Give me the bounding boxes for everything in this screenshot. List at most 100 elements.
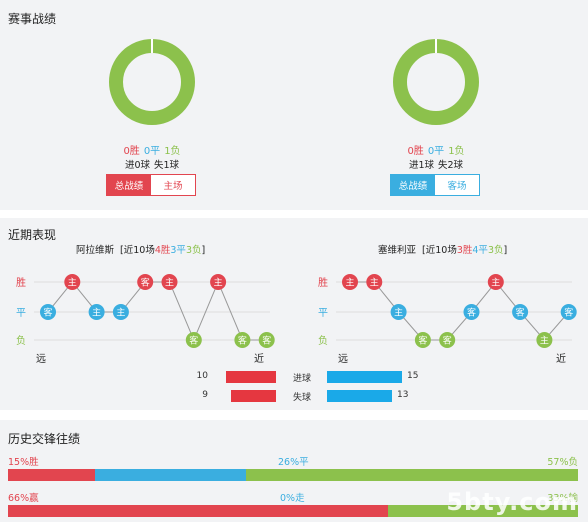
away-goals-bar xyxy=(327,371,402,383)
home-form-header: 阿拉维斯 [近10场4胜3平3负] xyxy=(76,242,205,256)
history-cover-pct: 66%赢 xyxy=(8,493,39,504)
home-form-point xyxy=(112,304,129,320)
home-draw-count: 0平 xyxy=(143,146,161,157)
away-tab-venue[interactable]: 客场 xyxy=(435,175,479,195)
record-section: 赛事战绩 0胜 0平 1负 进0球 失1球 总战绩 主场 0胜 0平 1负 进1球 失2球 … xyxy=(0,0,588,210)
history-section: 历史交锋往绩 15%胜 26%平 57%负 66%赢 0%走 33%输 5bty… xyxy=(0,420,588,522)
home-form-point xyxy=(210,274,227,290)
goals-label: 进球 xyxy=(292,374,311,384)
home-form-point-venue: 客 xyxy=(238,335,247,347)
away-form-prefix: [近10场 xyxy=(422,245,457,256)
conceded-label: 失球 xyxy=(292,393,311,403)
away-form-point xyxy=(463,304,480,320)
history-win-segment xyxy=(8,469,96,481)
home-conceded-value: 9 xyxy=(202,390,208,400)
history-result-labels: 15%胜 26%平 57%负 xyxy=(8,454,578,468)
away-row-label-d: 平 xyxy=(318,308,328,319)
away-goals-against: 失2球 xyxy=(438,160,464,171)
history-fail-pct: 33%输 xyxy=(547,493,578,504)
away-goals-for: 进1球 xyxy=(408,160,434,171)
away-form-point-venue: 客 xyxy=(418,335,427,347)
home-form-wins: 4胜 xyxy=(154,245,171,256)
goals-stat-row: 10 进球 15 xyxy=(190,370,420,384)
away-form-line xyxy=(350,281,570,341)
away-conceded-value: 13 xyxy=(397,390,409,400)
away-record-tabs: 总战绩 客场 xyxy=(390,174,480,196)
away-team-name: 塞维利亚 xyxy=(378,245,417,256)
home-goals: 进0球 失1球 xyxy=(82,157,222,171)
history-handicap-bar xyxy=(8,505,578,517)
history-fail-segment xyxy=(388,505,578,517)
home-axis-far: 远 xyxy=(36,353,46,365)
away-form-point-venue: 客 xyxy=(443,335,452,347)
home-form-prefix: [近10场 xyxy=(120,245,155,256)
away-row-label-l: 负 xyxy=(318,334,328,347)
home-form-suffix: ] xyxy=(201,245,206,256)
home-form-point xyxy=(258,332,275,348)
home-goals-value: 10 xyxy=(196,371,208,381)
home-form-point-venue: 主 xyxy=(165,277,174,289)
home-goals-against: 失1球 xyxy=(154,160,180,171)
home-form-draws: 3平 xyxy=(170,245,186,256)
home-tab-venue[interactable]: 主场 xyxy=(151,175,195,195)
away-form-point xyxy=(560,304,577,320)
away-form-point-venue: 客 xyxy=(564,307,573,319)
away-form-point-venue: 客 xyxy=(467,307,476,319)
away-donut-loss-slice xyxy=(393,39,479,125)
away-wdl: 0胜 0平 1负 xyxy=(366,142,506,157)
home-goals-bar xyxy=(226,371,276,383)
home-form-point xyxy=(88,304,105,320)
away-form-point-venue: 主 xyxy=(345,277,354,289)
record-title: 赛事战绩 xyxy=(8,12,57,26)
away-form-point xyxy=(390,304,407,320)
home-form-point xyxy=(64,274,81,290)
away-form-point-venue: 主 xyxy=(394,307,403,319)
away-form-point xyxy=(366,274,383,290)
history-draw-segment xyxy=(95,469,247,481)
away-goals: 进1球 失2球 xyxy=(366,157,506,171)
away-tab-total[interactable]: 总战绩 xyxy=(391,175,435,195)
away-form-draws: 4平 xyxy=(472,245,488,256)
away-form-chart: 胜平负主主主客客客主客主客远近 xyxy=(316,268,577,368)
home-form-point xyxy=(161,274,178,290)
away-draw-count: 0平 xyxy=(427,146,445,157)
home-tab-total[interactable]: 总战绩 xyxy=(107,175,151,195)
away-loss-count: 1负 xyxy=(448,146,465,157)
history-handicap-labels: 66%赢 0%走 33%输 xyxy=(8,490,578,504)
home-form-point-venue: 主 xyxy=(116,307,125,319)
history-win-pct: 15%胜 xyxy=(8,457,39,468)
history-result-bar xyxy=(8,469,578,481)
away-form-suffix: ] xyxy=(503,245,508,256)
away-form-point xyxy=(487,274,504,290)
away-form-header: 塞维利亚 [近10场3胜4平3负] xyxy=(378,242,507,256)
home-record-donut xyxy=(108,38,196,126)
away-form-losses: 3负 xyxy=(487,245,504,256)
home-form-point-venue: 主 xyxy=(68,277,77,289)
history-push-pct: 0%走 xyxy=(280,493,305,504)
home-conceded-bar xyxy=(231,390,276,402)
away-form-point-venue: 主 xyxy=(370,277,379,289)
away-goals-value: 15 xyxy=(407,371,419,381)
history-draw-pct: 26%平 xyxy=(278,457,309,468)
home-loss-count: 1负 xyxy=(164,146,181,157)
home-form-line xyxy=(47,280,267,342)
away-form-wins: 3胜 xyxy=(456,245,473,256)
away-row-label-w: 胜 xyxy=(318,277,328,289)
home-record-tabs: 总战绩 主场 xyxy=(106,174,196,196)
home-team-name: 阿拉维斯 xyxy=(76,245,115,256)
home-row-label-w: 胜 xyxy=(16,277,26,289)
away-form-point-venue: 主 xyxy=(491,277,500,289)
away-record-donut xyxy=(392,38,480,126)
away-form-point xyxy=(439,332,456,348)
home-form-chart: 胜平负客主主主客主客主客客远近 xyxy=(14,268,275,368)
away-form-point xyxy=(342,274,358,290)
home-donut-loss-slice xyxy=(109,39,195,125)
home-form-point-venue: 客 xyxy=(43,307,52,319)
history-loss-pct: 57%负 xyxy=(547,457,578,468)
away-form-point-venue: 主 xyxy=(540,335,549,347)
home-form-point-venue: 客 xyxy=(262,335,271,347)
home-win-count: 0胜 xyxy=(123,146,140,157)
away-axis-far: 远 xyxy=(338,353,348,365)
history-loss-segment xyxy=(246,469,578,481)
home-form-point xyxy=(40,304,56,320)
